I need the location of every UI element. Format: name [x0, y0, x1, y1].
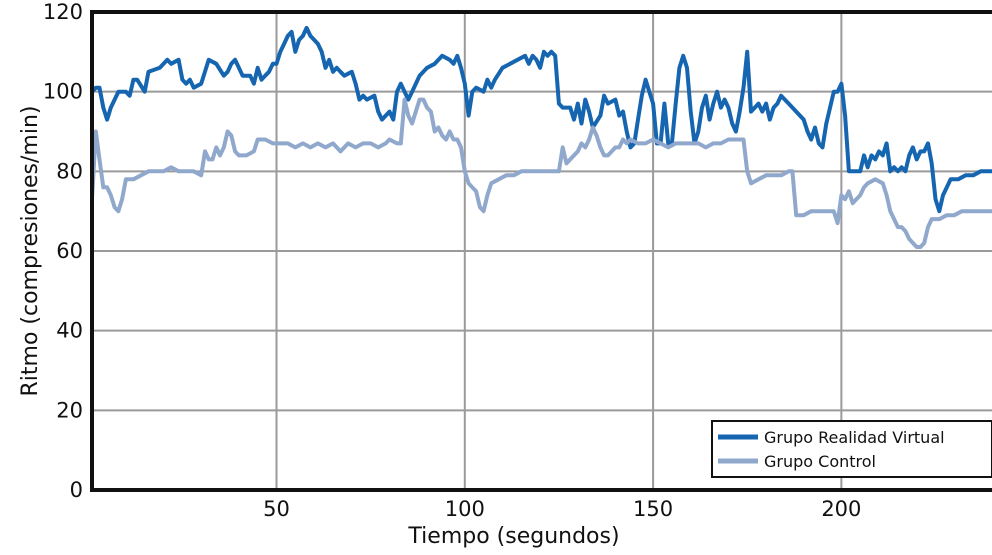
legend-label: Grupo Realidad Virtual — [764, 428, 945, 447]
y-tick-label: 0 — [70, 478, 83, 502]
x-tick-label: 200 — [821, 497, 861, 521]
axes — [90, 10, 992, 492]
series-lines — [90, 25, 992, 249]
grid — [92, 12, 992, 490]
y-tick-label: 60 — [56, 239, 83, 263]
x-axis-title: Tiempo (segundos) — [407, 524, 619, 549]
legend: Grupo Realidad Virtual Grupo Control — [711, 420, 992, 478]
y-tick-label: 120 — [43, 0, 83, 24]
tick-labels: 0 20 40 60 80 100 120 50 100 150 200 — [43, 0, 862, 521]
y-tick-label: 40 — [56, 319, 83, 343]
y-tick-label: 20 — [56, 398, 83, 422]
series-line-realidad-virtual — [90, 25, 992, 214]
series-line-control — [90, 97, 992, 249]
x-tick-label: 50 — [263, 497, 290, 521]
legend-box — [711, 420, 992, 478]
x-tick-label: 100 — [445, 497, 485, 521]
y-axis-title: Ritmo (compresiones/min) — [18, 106, 43, 397]
y-tick-label: 80 — [56, 159, 83, 183]
legend-label: Grupo Control — [764, 452, 876, 471]
x-tick-label: 150 — [633, 497, 673, 521]
y-tick-label: 100 — [43, 80, 83, 104]
